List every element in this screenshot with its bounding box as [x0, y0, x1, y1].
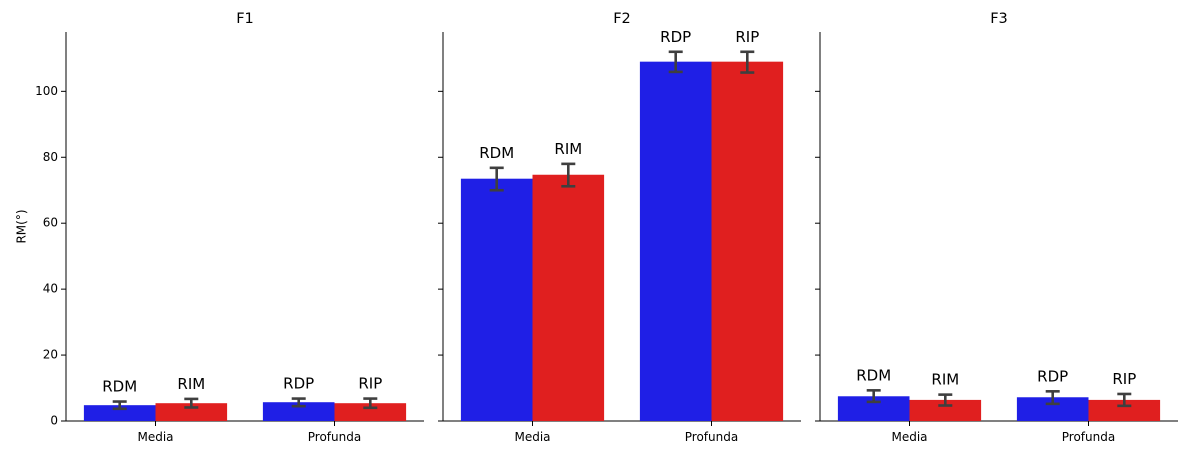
- y-tick-label: 20: [43, 348, 58, 362]
- bar: [1088, 399, 1161, 421]
- x-tick-label: Media: [514, 430, 550, 444]
- bar: [532, 174, 605, 421]
- bar: [909, 399, 982, 421]
- bar-label: RDP: [1037, 367, 1068, 385]
- bar-label: RDM: [856, 366, 891, 384]
- bar: [1016, 397, 1089, 421]
- bar-label: RDM: [479, 144, 514, 162]
- panel-title: F2: [613, 11, 631, 27]
- bar-label: RIM: [177, 375, 205, 393]
- panel-title: F3: [990, 11, 1008, 27]
- y-axis-label: RM(°): [15, 209, 29, 243]
- bar-label: RDM: [102, 378, 137, 396]
- bar-label: RIM: [554, 140, 582, 158]
- y-tick-label: 60: [43, 216, 58, 230]
- bar-label: RIP: [1112, 370, 1136, 388]
- x-tick-label: Profunda: [685, 430, 738, 444]
- x-tick-label: Profunda: [308, 430, 361, 444]
- bar: [460, 178, 533, 421]
- bar-label: RDP: [283, 375, 314, 393]
- bar-label: RIM: [931, 371, 959, 389]
- x-tick-label: Profunda: [1062, 430, 1115, 444]
- y-tick-label: 100: [35, 84, 58, 98]
- bar: [262, 402, 335, 421]
- bar: [639, 61, 712, 421]
- bar-label: RIP: [735, 28, 759, 46]
- y-tick-label: 40: [43, 282, 58, 296]
- y-tick-label: 80: [43, 150, 58, 164]
- bar-label: RDP: [660, 28, 691, 46]
- x-tick-label: Media: [137, 430, 173, 444]
- x-tick-label: Media: [891, 430, 927, 444]
- bar: [711, 61, 784, 421]
- panel-title: F1: [236, 11, 254, 27]
- bar: [83, 405, 156, 421]
- bar: [334, 403, 407, 421]
- bar: [155, 403, 228, 421]
- y-tick-label: 0: [50, 414, 58, 428]
- bar-label: RIP: [358, 375, 382, 393]
